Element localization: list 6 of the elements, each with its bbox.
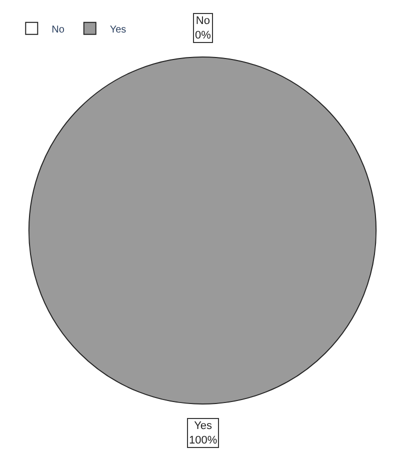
legend-label: No — [52, 24, 65, 36]
slice-label: Yes — [194, 420, 213, 432]
data-label: 100% — [189, 434, 218, 446]
category-label: No — [196, 15, 210, 27]
text: 0% — [195, 29, 211, 42]
legend-label: Yes — [110, 24, 126, 36]
